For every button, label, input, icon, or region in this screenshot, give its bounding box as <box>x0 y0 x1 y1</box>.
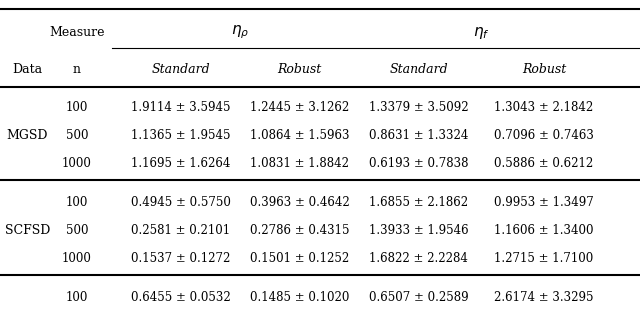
Text: n: n <box>73 63 81 77</box>
Text: 0.6507 ± 0.2589: 0.6507 ± 0.2589 <box>369 290 468 304</box>
Text: 1.3933 ± 1.9546: 1.3933 ± 1.9546 <box>369 224 468 237</box>
Text: 1.6855 ± 2.1862: 1.6855 ± 2.1862 <box>369 196 468 209</box>
Text: $\eta_{f}$: $\eta_{f}$ <box>473 25 490 41</box>
Text: 0.1537 ± 0.1272: 0.1537 ± 0.1272 <box>131 252 230 265</box>
Text: $\eta_{\rho}$: $\eta_{\rho}$ <box>231 24 249 41</box>
Text: 1000: 1000 <box>62 157 92 170</box>
Text: 1000: 1000 <box>62 252 92 265</box>
Text: 1.0864 ± 1.5963: 1.0864 ± 1.5963 <box>250 129 349 142</box>
Text: Standard: Standard <box>151 63 210 77</box>
Text: 100: 100 <box>66 196 88 209</box>
Text: 1.3043 ± 2.1842: 1.3043 ± 2.1842 <box>494 101 594 114</box>
Text: 100: 100 <box>66 101 88 114</box>
Text: 0.6193 ± 0.7838: 0.6193 ± 0.7838 <box>369 157 468 170</box>
Text: 0.1485 ± 0.1020: 0.1485 ± 0.1020 <box>250 290 349 304</box>
Text: 1.9114 ± 3.5945: 1.9114 ± 3.5945 <box>131 101 230 114</box>
Text: 1.2445 ± 3.1262: 1.2445 ± 3.1262 <box>250 101 349 114</box>
Text: Standard: Standard <box>389 63 448 77</box>
Text: 0.4945 ± 0.5750: 0.4945 ± 0.5750 <box>131 196 230 209</box>
Text: 0.6455 ± 0.0532: 0.6455 ± 0.0532 <box>131 290 230 304</box>
Text: 0.9953 ± 1.3497: 0.9953 ± 1.3497 <box>494 196 594 209</box>
Text: 2.6174 ± 3.3295: 2.6174 ± 3.3295 <box>494 290 594 304</box>
Text: 0.7096 ± 0.7463: 0.7096 ± 0.7463 <box>494 129 594 142</box>
Text: 0.3963 ± 0.4642: 0.3963 ± 0.4642 <box>250 196 349 209</box>
Text: 0.2581 ± 0.2101: 0.2581 ± 0.2101 <box>131 224 230 237</box>
Text: 1.0831 ± 1.8842: 1.0831 ± 1.8842 <box>250 157 349 170</box>
Text: Robust: Robust <box>522 63 566 77</box>
Text: Robust: Robust <box>277 63 322 77</box>
Text: 500: 500 <box>65 129 88 142</box>
Text: 100: 100 <box>66 290 88 304</box>
Text: 1.1695 ± 1.6264: 1.1695 ± 1.6264 <box>131 157 230 170</box>
Text: 1.1365 ± 1.9545: 1.1365 ± 1.9545 <box>131 129 230 142</box>
Text: MGSD: MGSD <box>7 129 48 142</box>
Text: Measure: Measure <box>49 26 104 39</box>
Text: Data: Data <box>12 63 43 77</box>
Text: 1.6822 ± 2.2284: 1.6822 ± 2.2284 <box>369 252 468 265</box>
Text: 0.8631 ± 1.3324: 0.8631 ± 1.3324 <box>369 129 468 142</box>
Text: 1.2715 ± 1.7100: 1.2715 ± 1.7100 <box>494 252 594 265</box>
Text: 0.1501 ± 0.1252: 0.1501 ± 0.1252 <box>250 252 349 265</box>
Text: 500: 500 <box>65 224 88 237</box>
Text: SCFSD: SCFSD <box>5 224 50 237</box>
Text: 1.1606 ± 1.3400: 1.1606 ± 1.3400 <box>494 224 594 237</box>
Text: 0.5886 ± 0.6212: 0.5886 ± 0.6212 <box>494 157 594 170</box>
Text: 0.2786 ± 0.4315: 0.2786 ± 0.4315 <box>250 224 349 237</box>
Text: 1.3379 ± 3.5092: 1.3379 ± 3.5092 <box>369 101 468 114</box>
